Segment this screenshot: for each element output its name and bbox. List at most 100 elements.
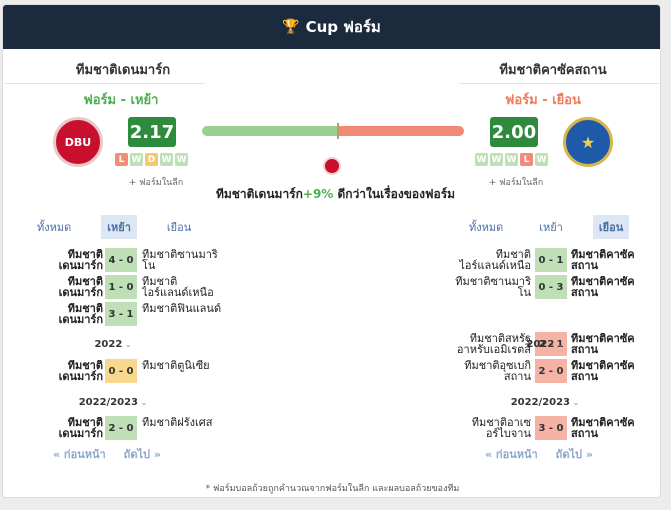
- right-tabs: ทั้งหมด เหย้า เยือน: [463, 215, 653, 239]
- season-label[interactable]: 2022/2023 ⌄: [495, 397, 595, 408]
- season-text: 2022: [526, 339, 555, 350]
- match-score: 3 - 0: [535, 416, 567, 440]
- tab-0[interactable]: ทั้งหมด: [469, 221, 504, 234]
- chevron-down-icon: ⌄: [554, 340, 564, 349]
- away-team[interactable]: ทีมชาติคาซัคสถาน: [571, 360, 635, 382]
- away-team[interactable]: ทีมชาติซานมาริโน: [142, 249, 218, 271]
- season-label[interactable]: 2022 ⌄: [63, 339, 163, 350]
- home-team[interactable]: ทีมชาติเดนมาร์ก: [58, 276, 103, 298]
- tab-1[interactable]: เหย้า: [101, 215, 137, 239]
- away-team[interactable]: ทีมชาติคาซัคสถาน: [571, 249, 635, 271]
- match-score: 4 - 0: [105, 248, 137, 272]
- divider: [5, 83, 205, 84]
- season-label[interactable]: 2022/2023 ⌄: [63, 397, 163, 408]
- chevron-down-icon: ⌄: [122, 340, 132, 349]
- season-label[interactable]: 2022 ⌄: [495, 339, 595, 350]
- denmark-crest-icon[interactable]: DBU: [53, 117, 103, 167]
- season-text: 2022: [94, 339, 123, 350]
- left-form-title: ฟอร์ม - เหย้า: [83, 93, 159, 108]
- form-letter-w: W: [475, 153, 488, 166]
- home-team[interactable]: ทีมชาติซานมาริโน: [455, 276, 531, 298]
- crest-label: DBU: [64, 135, 92, 149]
- denmark-mini-crest-icon: [323, 157, 341, 175]
- away-team[interactable]: ทีมชาติคาซัคสถาน: [571, 276, 635, 298]
- chevron-down-icon: ⌄: [570, 398, 580, 407]
- next-page-link[interactable]: ถัดไป »: [555, 448, 593, 461]
- home-team[interactable]: ทีมชาติเดนมาร์ก: [58, 303, 103, 325]
- divider: [459, 83, 659, 84]
- match-row[interactable]: ทีมชาติเดนมาร์ก 1 - 0 ทีมชาติไอร์แลนด์เหนื…: [3, 275, 233, 299]
- match-row[interactable]: ทีมชาติเดนมาร์ก 0 - 0 ทีมชาติตูนิเซีย: [3, 359, 233, 383]
- match-score: 2 - 1: [535, 332, 567, 356]
- home-team[interactable]: ทีมชาติอุซเบกิสถาน: [464, 360, 531, 382]
- match-score: 1 - 0: [105, 275, 137, 299]
- form-letter-d: D: [145, 153, 158, 166]
- card-header: 🏆 Cup ฟอร์ม: [3, 5, 660, 49]
- match-score: 0 - 3: [535, 275, 567, 299]
- summary-team: ทีมชาติเดนมาร์ก: [215, 187, 303, 201]
- left-league-form-link[interactable]: + ฟอร์มในลีก: [128, 178, 184, 188]
- home-team[interactable]: ทีมชาติไอร์แลนด์เหนือ: [459, 249, 531, 271]
- match-row[interactable]: ทีมชาติเดนมาร์ก 4 - 0 ทีมชาติซานมาริโน: [3, 248, 233, 272]
- form-letter-l: L: [520, 153, 533, 166]
- chevron-down-icon: ⌄: [138, 398, 148, 407]
- match-row[interactable]: ทีมชาติอุซเบกิสถาน 2 - 0 ทีมชาติคาซัคสถาน: [433, 359, 660, 383]
- match-row[interactable]: ทีมชาติเดนมาร์ก 2 - 0 ทีมชาติฝรั่งเศส: [3, 416, 233, 440]
- left-team-name[interactable]: ทีมชาติเดนมาร์ก: [75, 63, 171, 78]
- card-title: Cup ฟอร์ม: [305, 18, 381, 36]
- away-team[interactable]: ทีมชาติคาซัคสถาน: [571, 333, 635, 355]
- home-team[interactable]: ทีมชาติเดนมาร์ก: [58, 360, 103, 382]
- left-form-score: 2.17: [128, 117, 176, 147]
- next-page-link[interactable]: ถัดไป »: [123, 448, 161, 461]
- left-tabs: ทั้งหมด เหย้า เยือน: [31, 215, 221, 239]
- form-letter-l: L: [115, 153, 128, 166]
- right-form-title: ฟอร์ม - เยือน: [505, 93, 581, 108]
- form-comparison-bar: [202, 126, 464, 136]
- tab-2[interactable]: เยือน: [166, 221, 192, 234]
- right-pager: « ก่อนหน้า ถัดไป »: [485, 445, 611, 463]
- match-score: 0 - 1: [535, 248, 567, 272]
- summary-rest: ดีกว่าในเรื่องของฟอร์ม: [333, 187, 456, 201]
- tab-1[interactable]: เหย้า: [539, 221, 563, 234]
- away-team[interactable]: ทีมชาติไอร์แลนด์เหนือ: [142, 276, 214, 298]
- right-league-form-link[interactable]: + ฟอร์มในลีก: [488, 178, 544, 188]
- form-letter-w: W: [490, 153, 503, 166]
- comparison-marker: [337, 123, 340, 139]
- match-score: 0 - 0: [105, 359, 137, 383]
- match-row[interactable]: ทีมชาติเดนมาร์ก 3 - 1 ทีมชาติฟินแลนด์: [3, 302, 233, 326]
- away-team[interactable]: ทีมชาติคาซัคสถาน: [571, 417, 635, 439]
- form-letter-w: W: [130, 153, 143, 166]
- home-team[interactable]: ทีมชาติเดนมาร์ก: [58, 249, 103, 271]
- kazakhstan-crest-icon[interactable]: ★: [563, 117, 613, 167]
- tab-2[interactable]: เยือน: [592, 215, 630, 239]
- match-row[interactable]: ทีมชาติซานมาริโน 0 - 3 ทีมชาติคาซัคสถาน: [433, 275, 660, 299]
- match-score: 3 - 1: [105, 302, 137, 326]
- season-text: 2022/2023: [510, 397, 571, 408]
- away-team[interactable]: ทีมชาติตูนิเซีย: [142, 360, 210, 372]
- left-share-fill: [202, 126, 339, 136]
- form-summary: ทีมชาติเดนมาร์ก+9% ดีกว่าในเรื่องของฟอร์…: [213, 185, 458, 203]
- form-letter-w: W: [505, 153, 518, 166]
- prev-page-link[interactable]: « ก่อนหน้า: [53, 448, 106, 461]
- tab-0[interactable]: ทั้งหมด: [37, 221, 72, 234]
- trophy-icon: 🏆: [282, 19, 300, 35]
- home-team[interactable]: ทีมชาติสหรัฐอาหรับเอมิเรตส์: [456, 333, 531, 355]
- prev-page-link[interactable]: « ก่อนหน้า: [485, 448, 538, 461]
- match-row[interactable]: ทีมชาติสหรัฐอาหรับเอมิเรตส์ 2 - 1 ทีมชาติค…: [433, 332, 660, 356]
- home-team[interactable]: ทีมชาติเดนมาร์ก: [58, 417, 103, 439]
- form-letter-w: W: [535, 153, 548, 166]
- right-team-name[interactable]: ทีมชาติคาซัคสถาน: [499, 63, 607, 78]
- match-score: 2 - 0: [535, 359, 567, 383]
- cup-form-card: 🏆 Cup ฟอร์ม ทีมชาติเดนมาร์ก ทีมชาติคาซัค…: [2, 4, 661, 498]
- footnote: * ฟอร์มบอลถ้วยถูกคำนวณจากฟอร์มในลีก และผ…: [205, 484, 460, 494]
- left-pager: « ก่อนหน้า ถัดไป »: [53, 445, 179, 463]
- home-team[interactable]: ทีมชาติอาเซอร์ไบจาน: [471, 417, 531, 439]
- right-share-fill: [338, 126, 464, 136]
- match-row[interactable]: ทีมชาติไอร์แลนด์เหนือ 0 - 1 ทีมชาติคาซัคสถ…: [433, 248, 660, 272]
- match-row[interactable]: ทีมชาติอาเซอร์ไบจาน 3 - 0 ทีมชาติคาซัคสถาน: [433, 416, 660, 440]
- form-letter-w: W: [175, 153, 188, 166]
- away-team[interactable]: ทีมชาติฟินแลนด์: [142, 303, 222, 315]
- away-team[interactable]: ทีมชาติฝรั่งเศส: [142, 417, 213, 429]
